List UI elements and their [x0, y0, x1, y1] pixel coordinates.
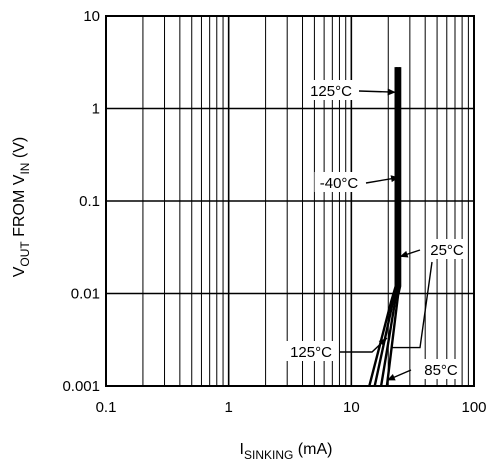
annotation-layer: 125°C -40°C 25°C 125°C 85°C: [286, 80, 468, 382]
annotation-leader-25c: [392, 261, 433, 349]
y-axis-title: VOUT FROM VIN (V): [11, 137, 32, 277]
x-axis-title-main: I: [240, 441, 244, 458]
y-tick-label: 0.001: [62, 378, 100, 395]
annotation-arrowhead: [387, 88, 396, 96]
series-line: [379, 67, 400, 387]
x-tick-label: 100: [461, 399, 486, 416]
annotation-label-bg: [426, 239, 468, 259]
annotation-label-bg: [286, 341, 336, 361]
annotation-label-bg: [306, 80, 356, 100]
annotation-label: 125°C: [310, 83, 352, 100]
y-axis-title-v: V: [11, 266, 28, 277]
y-tick-label: 1: [92, 101, 100, 118]
y-axis-title-v-subscript: OUT: [18, 241, 32, 267]
x-axis-title: ISINKING (mA): [240, 441, 333, 462]
annotation-label-bg: [420, 359, 462, 379]
y-tick-labels: 0.001 0.01 0.1 1 10: [62, 8, 100, 395]
annotation-arrowhead: [386, 374, 396, 381]
series-layer: [368, 67, 402, 387]
annotation-label: 125°C: [290, 344, 332, 361]
series-line: [385, 67, 402, 387]
x-tick-labels: 0.1 1 10 100: [96, 399, 487, 416]
annotation-arrowhead: [390, 175, 400, 183]
y-axis-title-unit: (V): [11, 137, 28, 163]
annotation-label: 85°C: [424, 362, 458, 379]
y-tick-label: 10: [83, 8, 100, 25]
annotation-arrowhead: [399, 250, 409, 258]
y-axis-title-vin-subscript: IN: [18, 163, 32, 175]
annotation-label: -40°C: [320, 175, 359, 192]
x-tick-label: 1: [224, 399, 232, 416]
y-axis-title-from: FROM V: [11, 174, 28, 241]
x-tick-label: 10: [343, 399, 360, 416]
x-axis-title-subscript: SINKING: [244, 448, 293, 462]
major-grid: [105, 15, 475, 387]
annotation-label: 25°C: [430, 242, 464, 259]
annotation-label-bg: [314, 172, 364, 192]
y-tick-label: 0.1: [79, 193, 100, 210]
x-axis-title-unit: (mA): [293, 441, 332, 458]
annotation-arrowhead: [378, 338, 387, 347]
plot-frame: [105, 15, 475, 387]
y-tick-label: 0.01: [71, 286, 100, 303]
x-tick-label: 0.1: [96, 399, 117, 416]
